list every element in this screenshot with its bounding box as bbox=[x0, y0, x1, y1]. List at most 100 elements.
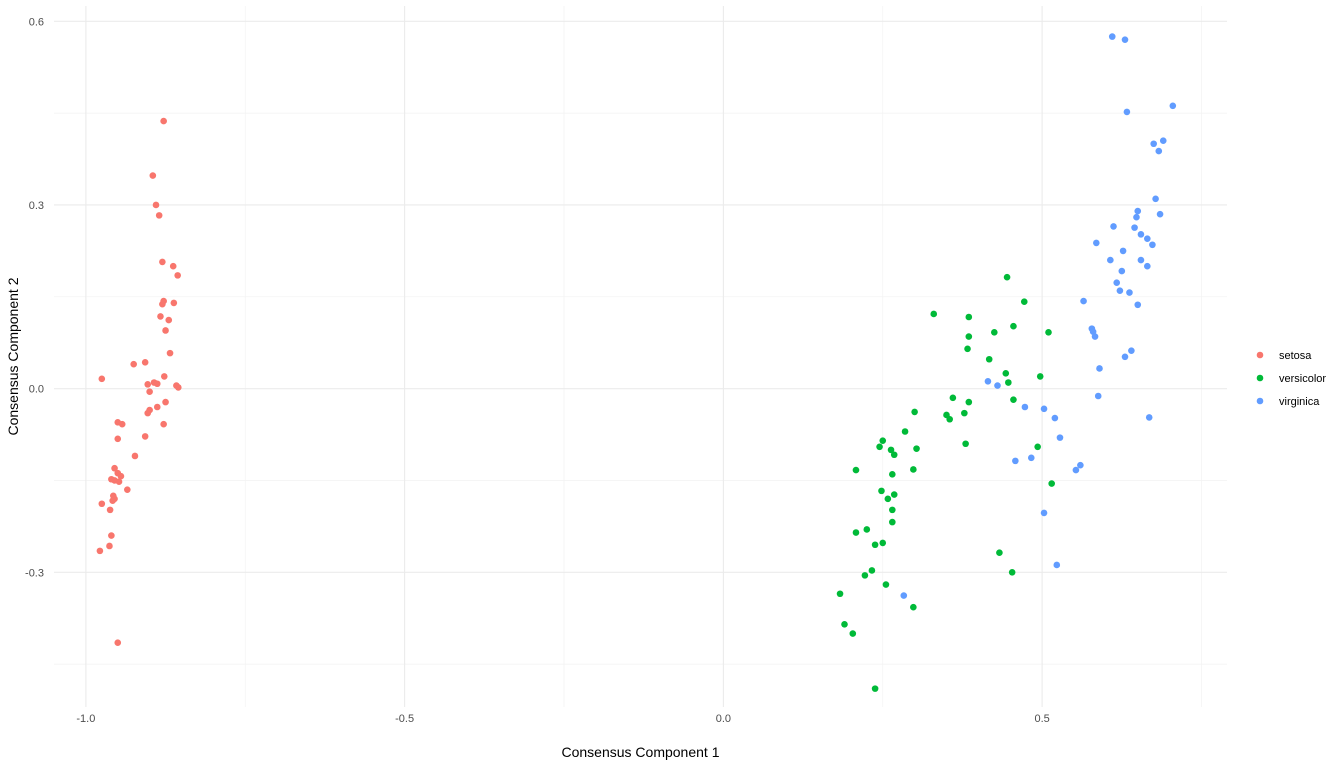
data-point-versicolor bbox=[965, 398, 973, 406]
data-point-virginica bbox=[1118, 267, 1126, 275]
data-point-setosa bbox=[111, 464, 118, 472]
data-point-versicolor bbox=[962, 440, 969, 448]
data-point-virginica bbox=[1077, 461, 1084, 469]
data-points bbox=[96, 33, 1177, 692]
data-point-virginica bbox=[1108, 33, 1116, 40]
data-point-virginica bbox=[1096, 365, 1103, 372]
data-point-virginica bbox=[1137, 256, 1145, 264]
data-point-setosa bbox=[114, 435, 122, 443]
data-point-virginica bbox=[1040, 405, 1048, 413]
data-point-versicolor bbox=[910, 466, 917, 473]
data-point-versicolor bbox=[996, 549, 1003, 557]
data-point-setosa bbox=[174, 272, 181, 279]
data-point-versicolor bbox=[889, 506, 896, 514]
data-point-virginica bbox=[1123, 108, 1131, 116]
data-point-versicolor bbox=[884, 495, 892, 503]
data-point-virginica bbox=[1012, 457, 1019, 465]
data-point-setosa bbox=[160, 373, 168, 380]
data-point-versicolor bbox=[890, 491, 898, 498]
legend-label-setosa: setosa bbox=[1279, 350, 1312, 362]
data-point-setosa bbox=[144, 381, 152, 388]
data-point-versicolor bbox=[1034, 443, 1041, 451]
x-tick-labels: -1.0 -0.5 0.0 0.5 bbox=[76, 713, 1049, 725]
data-point-virginica bbox=[1144, 235, 1151, 242]
data-point-versicolor bbox=[1005, 379, 1012, 386]
data-point-virginica bbox=[1116, 287, 1124, 294]
legend: setosa versicolor virginica bbox=[1256, 350, 1326, 408]
data-point-setosa bbox=[165, 316, 173, 324]
data-point-virginica bbox=[1113, 279, 1121, 287]
legend-key-virginica bbox=[1256, 397, 1264, 405]
data-point-setosa bbox=[117, 472, 125, 480]
data-point-versicolor bbox=[1020, 298, 1028, 306]
data-point-versicolor bbox=[849, 630, 857, 637]
legend-label-versicolor: versicolor bbox=[1279, 373, 1326, 385]
data-point-virginica bbox=[1121, 353, 1129, 361]
data-point-versicolor bbox=[889, 518, 896, 526]
data-point-versicolor bbox=[1045, 329, 1052, 336]
data-point-setosa bbox=[141, 433, 149, 440]
data-point-setosa bbox=[146, 388, 153, 396]
data-point-versicolor bbox=[911, 408, 918, 416]
data-point-versicolor bbox=[1048, 480, 1055, 487]
data-point-versicolor bbox=[930, 310, 938, 318]
series-versicolor bbox=[836, 273, 1055, 692]
data-point-virginica bbox=[1051, 414, 1059, 422]
series-setosa bbox=[96, 117, 182, 647]
data-point-virginica bbox=[1128, 347, 1135, 354]
data-point-virginica bbox=[1072, 466, 1080, 474]
data-point-setosa bbox=[131, 452, 139, 460]
data-point-virginica bbox=[1126, 289, 1133, 296]
data-point-versicolor bbox=[836, 590, 844, 598]
data-point-virginica bbox=[1121, 36, 1129, 43]
data-point-setosa bbox=[106, 542, 113, 550]
data-point-versicolor bbox=[890, 451, 898, 459]
data-point-virginica bbox=[984, 377, 992, 385]
data-point-virginica bbox=[1107, 256, 1114, 264]
data-point-virginica bbox=[1134, 301, 1142, 309]
data-point-virginica bbox=[1056, 434, 1064, 441]
data-point-virginica bbox=[1145, 414, 1153, 421]
data-point-setosa bbox=[96, 547, 104, 555]
data-point-versicolor bbox=[1010, 322, 1017, 330]
data-point-setosa bbox=[106, 506, 114, 514]
data-point-setosa bbox=[175, 384, 182, 391]
data-point-virginica bbox=[1094, 392, 1102, 400]
data-point-setosa bbox=[155, 212, 163, 219]
data-point-virginica bbox=[1131, 224, 1138, 231]
series-virginica bbox=[900, 33, 1177, 599]
data-point-setosa bbox=[159, 300, 166, 308]
data-point-virginica bbox=[1080, 297, 1087, 305]
data-point-versicolor bbox=[878, 487, 885, 495]
data-point-setosa bbox=[157, 313, 164, 320]
data-point-setosa bbox=[159, 258, 166, 266]
data-point-versicolor bbox=[965, 333, 973, 340]
data-point-versicolor bbox=[985, 355, 993, 363]
data-point-versicolor bbox=[852, 466, 860, 474]
y-tick-label: -0.3 bbox=[25, 567, 44, 579]
data-point-versicolor bbox=[1010, 396, 1017, 403]
data-point-setosa bbox=[153, 403, 161, 411]
data-point-setosa bbox=[114, 639, 122, 647]
data-point-versicolor bbox=[871, 541, 879, 549]
data-point-versicolor bbox=[876, 443, 883, 451]
data-point-setosa bbox=[160, 420, 167, 428]
data-point-virginica bbox=[1144, 262, 1151, 270]
data-point-virginica bbox=[1149, 241, 1156, 249]
data-point-versicolor bbox=[1003, 273, 1011, 281]
data-point-versicolor bbox=[949, 394, 957, 402]
data-point-setosa bbox=[108, 532, 115, 539]
data-point-virginica bbox=[1053, 561, 1061, 569]
data-point-setosa bbox=[162, 398, 169, 406]
data-point-setosa bbox=[124, 486, 131, 493]
data-point-virginica bbox=[1119, 247, 1127, 255]
data-point-versicolor bbox=[964, 345, 971, 353]
data-point-virginica bbox=[1093, 239, 1100, 247]
data-point-virginica bbox=[1150, 140, 1157, 148]
data-point-versicolor bbox=[871, 685, 879, 692]
data-point-virginica bbox=[1137, 231, 1145, 238]
x-tick-label: 0.0 bbox=[716, 713, 731, 725]
data-point-versicolor bbox=[961, 409, 968, 417]
legend-label-virginica: virginica bbox=[1279, 396, 1320, 408]
